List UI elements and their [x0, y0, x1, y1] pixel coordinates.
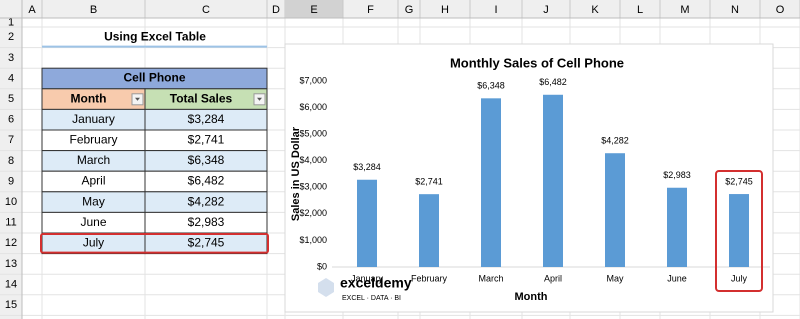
x-tick-label: July	[731, 273, 748, 283]
y-tick-label: $5,000	[299, 129, 327, 139]
row-header[interactable]: 5	[8, 93, 14, 105]
bar	[729, 194, 749, 267]
table-cell-text: February	[69, 132, 117, 146]
column-header[interactable]: O	[776, 4, 785, 16]
row-header[interactable]: 14	[5, 278, 17, 290]
row-header[interactable]: 9	[8, 175, 14, 187]
column-header[interactable]: J	[543, 4, 549, 16]
table-cell-text: $6,482	[188, 174, 225, 188]
column-header[interactable]: E	[310, 4, 317, 16]
row-header[interactable]: 8	[8, 155, 14, 167]
y-tick-label: $6,000	[299, 102, 327, 112]
data-label: $2,983	[663, 170, 691, 180]
table-cell-text: June	[80, 215, 106, 229]
table-cell-text: $6,348	[188, 153, 225, 167]
data-label: $6,482	[539, 77, 567, 87]
y-tick-label: $2,000	[299, 208, 327, 218]
data-label: $2,741	[415, 177, 443, 187]
bar	[667, 187, 687, 267]
table-cell-text: $4,282	[188, 194, 225, 208]
column-header[interactable]: G	[405, 4, 414, 16]
chart-area	[284, 43, 774, 313]
chart-title: Monthly Sales of Cell Phone	[450, 55, 624, 70]
y-tick-label: $3,000	[299, 182, 327, 192]
bar	[481, 98, 501, 267]
table-header: Total Sales	[170, 91, 233, 105]
table-cell-text: May	[82, 194, 105, 208]
row-header[interactable]: 13	[5, 258, 17, 270]
filter-arrow	[135, 97, 140, 101]
y-tick-label: $0	[317, 261, 327, 271]
column-header[interactable]: H	[441, 4, 449, 16]
watermark-logo	[318, 278, 334, 297]
y-tick-label: $1,000	[299, 235, 327, 245]
row-header[interactable]: 1	[8, 16, 14, 28]
column-header[interactable]: B	[90, 4, 97, 16]
row-header[interactable]: 3	[8, 52, 14, 64]
x-tick-label: March	[478, 273, 503, 283]
row-header[interactable]: 2	[8, 31, 14, 43]
table-cell-text: $2,741	[188, 132, 225, 146]
x-axis-label: Month	[515, 291, 548, 303]
row-header[interactable]: 7	[8, 134, 14, 146]
x-tick-label: February	[411, 273, 448, 283]
data-label: $3,284	[353, 162, 381, 172]
data-label: $2,745	[725, 176, 753, 186]
column-header[interactable]: N	[731, 4, 739, 16]
x-tick-label: January	[351, 273, 384, 283]
highlight-box	[715, 170, 763, 292]
column-header[interactable]: C	[202, 4, 210, 16]
table-cell-text: July	[83, 235, 104, 249]
column-header[interactable]: K	[591, 4, 599, 16]
data-label: $4,282	[601, 136, 629, 146]
x-tick-label: April	[544, 273, 562, 283]
watermark-tagline: EXCEL · DATA · BI	[342, 295, 401, 302]
table-cell-text: January	[72, 112, 115, 126]
row-header[interactable]: 12	[5, 237, 17, 249]
column-header[interactable]: D	[272, 4, 280, 16]
bar	[543, 94, 563, 267]
row-header[interactable]: 11	[5, 217, 16, 229]
table-header: Month	[71, 91, 107, 105]
row-header[interactable]: 4	[8, 72, 14, 84]
column-header[interactable]: A	[28, 4, 36, 16]
table-cell-text: March	[77, 153, 110, 167]
row-header[interactable]: 10	[5, 196, 17, 208]
column-header-bar	[0, 0, 800, 18]
x-tick-label: May	[606, 273, 624, 283]
column-header[interactable]: M	[680, 4, 689, 16]
y-tick-label: $4,000	[299, 155, 327, 165]
column-header[interactable]: L	[637, 4, 643, 16]
y-tick-label: $7,000	[299, 75, 327, 85]
bar	[357, 179, 377, 267]
sheet-heading: Using Excel Table	[104, 29, 206, 43]
table-cell-text: $2,983	[188, 215, 225, 229]
row-header-bar	[0, 18, 22, 319]
filter-arrow	[257, 97, 262, 101]
x-tick-label: June	[667, 273, 687, 283]
table-cell-text: April	[81, 174, 105, 188]
highlight-box	[40, 233, 269, 254]
selected-column-header	[285, 0, 343, 18]
data-label: $6,348	[477, 81, 505, 91]
row-header[interactable]: 15	[5, 299, 17, 311]
row-header[interactable]: 6	[8, 114, 14, 126]
y-axis-label: Sales in US Dollar	[290, 126, 302, 221]
table-cell-text: $2,745	[188, 235, 225, 249]
bar	[605, 153, 625, 267]
table-title: Cell Phone	[123, 71, 185, 85]
watermark-name: exceldemy	[340, 275, 412, 291]
table-cell-text: $3,284	[188, 112, 225, 126]
bar	[419, 194, 439, 267]
column-header[interactable]: F	[367, 4, 374, 16]
column-header[interactable]: I	[494, 4, 497, 16]
